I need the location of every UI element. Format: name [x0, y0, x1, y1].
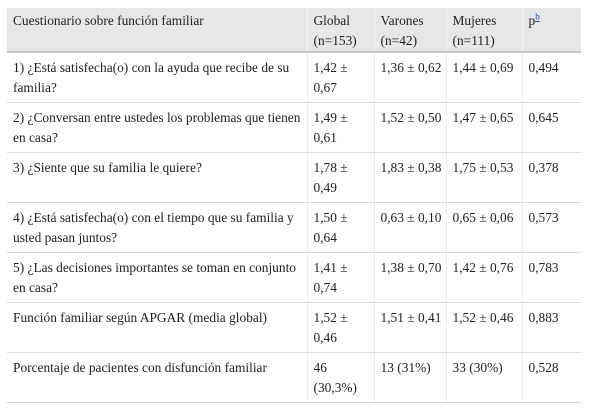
cell-p: 0,528	[522, 352, 581, 403]
row-label: Porcentaje de pacientes con disfunción f…	[7, 352, 308, 403]
header-row: Cuestionario sobre función familiar Glob…	[7, 8, 581, 53]
header-p-value: pb	[522, 8, 581, 53]
cell-mujeres: 1,44 ± 0,69	[446, 52, 523, 103]
table-row: 4) ¿Está satisfecha(o) con el tiempo que…	[7, 202, 581, 253]
cell-varones: 13 (31%)	[374, 352, 447, 403]
cell-mujeres: 1,47 ± 0,65	[446, 102, 523, 153]
cell-varones: 1,51 ± 0,41	[374, 302, 447, 353]
header-global-label: Global	[313, 13, 350, 28]
row-label: 2) ¿Conversan entre ustedes los problema…	[7, 102, 308, 153]
family-function-table: Cuestionario sobre función familiar Glob…	[7, 8, 581, 403]
row-label: 4) ¿Está satisfecha(o) con el tiempo que…	[7, 202, 308, 253]
cell-mujeres: 0,65 ± 0,06	[446, 202, 523, 253]
cell-p: 0,378	[522, 152, 581, 203]
header-questionnaire: Cuestionario sobre función familiar	[7, 8, 308, 53]
cell-global: 1,50 ± 0,64	[307, 202, 375, 253]
cell-mujeres: 33 (30%)	[446, 352, 523, 403]
table-row: 5) ¿Las decisiones importantes se toman …	[7, 252, 581, 303]
table-row: 1) ¿Está satisfecha(o) con la ayuda que …	[7, 52, 581, 103]
footnote-b-link[interactable]: b	[535, 11, 540, 22]
header-varones-label: Varones	[380, 13, 424, 28]
cell-p: 0,883	[522, 302, 581, 353]
header-mujeres-label: Mujeres	[452, 13, 497, 28]
cell-global: 46 (30,3%)	[307, 352, 375, 403]
cell-p: 0,573	[522, 202, 581, 253]
cell-mujeres: 1,42 ± 0,76	[446, 252, 523, 303]
row-label: Función familiar según APGAR (media glob…	[7, 302, 308, 353]
header-varones: Varones (n=42)	[374, 8, 447, 53]
cell-mujeres: 1,75 ± 0,53	[446, 152, 523, 203]
table-row: Porcentaje de pacientes con disfunción f…	[7, 352, 581, 403]
header-mujeres: Mujeres (n=111)	[446, 8, 523, 53]
table-row: Función familiar según APGAR (media glob…	[7, 302, 581, 353]
table-body: 1) ¿Está satisfecha(o) con la ayuda que …	[7, 52, 581, 403]
row-label: 5) ¿Las decisiones importantes se toman …	[7, 252, 308, 303]
header-global-n: (n=153)	[313, 33, 357, 48]
header-global: Global (n=153)	[307, 8, 375, 53]
table-row: 3) ¿Siente que su familia le quiere? 1,7…	[7, 152, 581, 203]
row-label: 3) ¿Siente que su familia le quiere?	[7, 152, 308, 203]
cell-p: 0,494	[522, 52, 581, 103]
cell-p: 0,645	[522, 102, 581, 153]
cell-global: 1,41 ± 0,74	[307, 252, 375, 303]
cell-varones: 0,63 ± 0,10	[374, 202, 447, 253]
cell-global: 1,78 ± 0,49	[307, 152, 375, 203]
header-p-label: p	[528, 13, 536, 28]
table-row: 2) ¿Conversan entre ustedes los problema…	[7, 102, 581, 153]
cell-p: 0,783	[522, 252, 581, 303]
cell-varones: 1,83 ± 0,38	[374, 152, 447, 203]
cell-varones: 1,36 ± 0,62	[374, 52, 447, 103]
cell-mujeres: 1,52 ± 0,46	[446, 302, 523, 353]
cell-global: 1,42 ± 0,67	[307, 52, 375, 103]
cell-varones: 1,38 ± 0,70	[374, 252, 447, 303]
cell-varones: 1,52 ± 0,50	[374, 102, 447, 153]
header-mujeres-n: (n=111)	[452, 33, 495, 48]
cell-global: 1,52 ± 0,46	[307, 302, 375, 353]
row-label: 1) ¿Está satisfecha(o) con la ayuda que …	[7, 52, 308, 103]
header-varones-n: (n=42)	[380, 33, 418, 48]
table-header: Cuestionario sobre función familiar Glob…	[7, 8, 581, 53]
cell-global: 1,49 ± 0,61	[307, 102, 375, 153]
